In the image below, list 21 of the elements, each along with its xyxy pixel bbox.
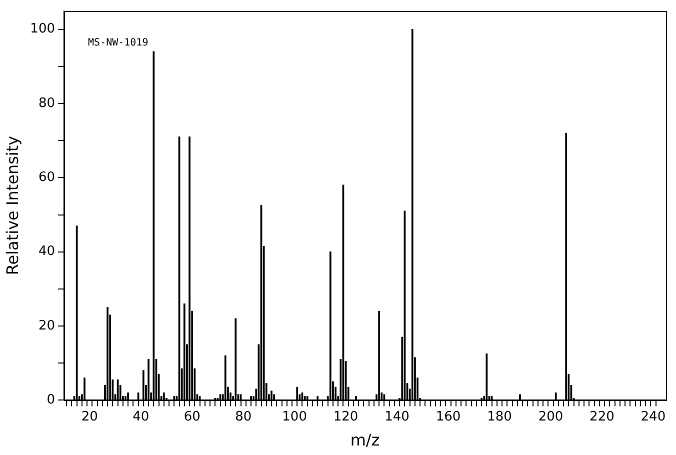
y-tick-label: 0 (46, 392, 56, 408)
y-axis-title: Relative Intensity (2, 136, 22, 276)
x-tick-label: 80 (235, 409, 252, 424)
y-tick-label: 40 (38, 244, 56, 260)
x-tick-label: 140 (384, 409, 410, 424)
y-tick-label: 20 (38, 318, 56, 334)
x-axis-title: m/z (350, 430, 380, 450)
x-tick-label: 220 (590, 409, 614, 424)
x-tick-label: 20 (81, 409, 98, 424)
x-tick-label: 120 (333, 409, 358, 424)
x-tick-label: 60 (184, 409, 200, 424)
x-tick-label: 160 (436, 409, 461, 424)
x-tick-label: 240 (640, 409, 666, 424)
y-tick-label: 80 (38, 96, 56, 111)
annotation: MS-NW-1019 (88, 37, 148, 48)
x-tick-label: 100 (282, 409, 307, 424)
x-tick-label: 40 (132, 409, 150, 424)
x-tick-label: 180 (487, 409, 512, 424)
y-tick-label: 60 (38, 170, 56, 186)
y-tick-label: 100 (30, 22, 56, 37)
x-tick-label: 200 (538, 409, 564, 424)
